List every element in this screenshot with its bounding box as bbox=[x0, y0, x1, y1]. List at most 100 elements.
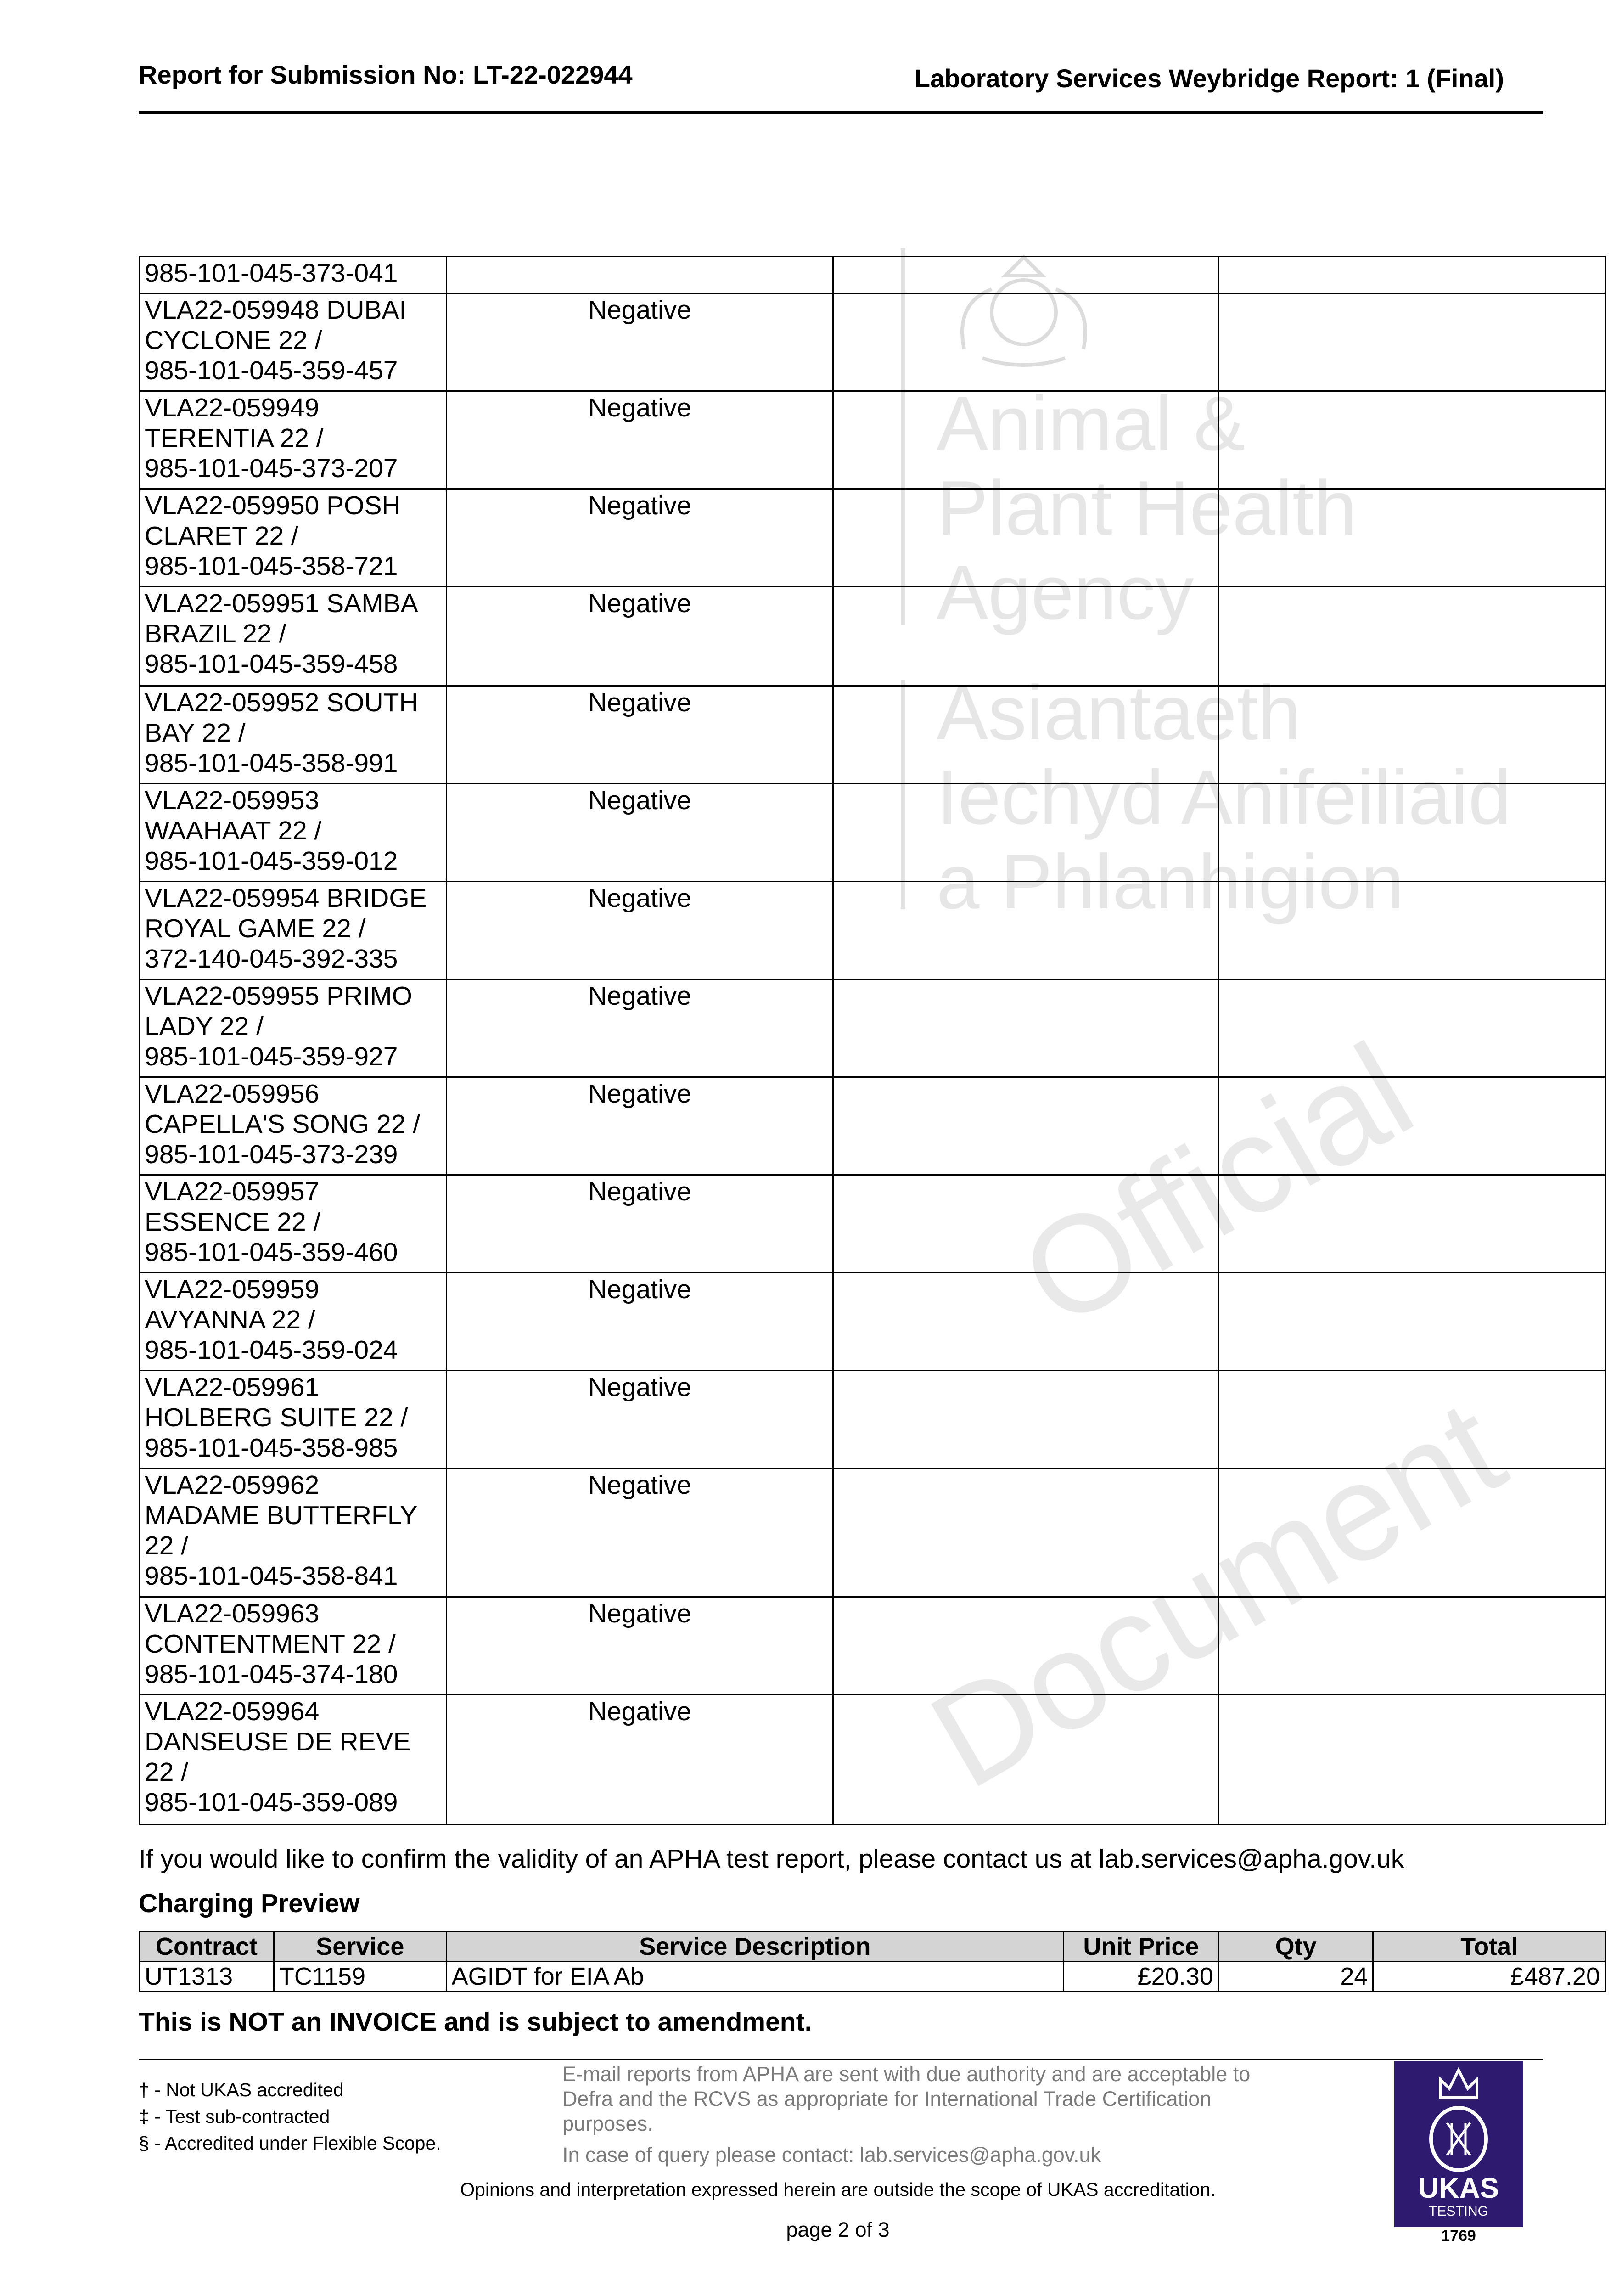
footer-divider bbox=[139, 2059, 1543, 2060]
table-row: VLA22-059957 ESSENCE 22 / 985-101-045-35… bbox=[139, 1174, 1606, 1273]
result-cell: Negative bbox=[445, 1174, 834, 1273]
table-row: VLA22-059952 SOUTH BAY 22 / 985-101-045-… bbox=[139, 685, 1606, 784]
table-row: VLA22-059951 SAMBA BRAZIL 22 / 985-101-0… bbox=[139, 586, 1606, 687]
empty-cell bbox=[1218, 881, 1606, 980]
empty-cell bbox=[1218, 390, 1606, 490]
empty-cell bbox=[1218, 1694, 1606, 1825]
empty-cell bbox=[1218, 1596, 1606, 1695]
email-disclaimer: E-mail reports from APHA are sent with d… bbox=[562, 2062, 1251, 2135]
empty-cell bbox=[1218, 783, 1606, 882]
sample-id-cell: 985-101-045-373-041 bbox=[139, 256, 447, 294]
empty-cell bbox=[832, 256, 1219, 294]
empty-cell bbox=[832, 1174, 1219, 1273]
empty-cell bbox=[832, 1596, 1219, 1695]
empty-cell bbox=[832, 586, 1219, 687]
table-row: VLA22-059964 DANSEUSE DE REVE 22 / 985-1… bbox=[139, 1694, 1606, 1825]
result-cell: Negative bbox=[445, 881, 834, 980]
table-row: VLA22-059959 AVYANNA 22 / 985-101-045-35… bbox=[139, 1272, 1606, 1371]
col-qty: Qty bbox=[1218, 1931, 1374, 1962]
sample-id-cell: VLA22-059957 ESSENCE 22 / 985-101-045-35… bbox=[139, 1174, 447, 1273]
total-cell: £487.20 bbox=[1372, 1961, 1606, 1992]
service-cell: TC1159 bbox=[273, 1961, 447, 1992]
report-title: Laboratory Services Weybridge Report: 1 … bbox=[914, 64, 1504, 93]
result-cell: Negative bbox=[445, 1370, 834, 1469]
empty-cell bbox=[832, 390, 1219, 490]
col-service: Service bbox=[273, 1931, 447, 1962]
sample-id-cell: VLA22-059956 CAPELLA'S SONG 22 / 985-101… bbox=[139, 1076, 447, 1176]
table-row: VLA22-059949 TERENTIA 22 / 985-101-045-3… bbox=[139, 390, 1606, 490]
col-unit-price: Unit Price bbox=[1063, 1931, 1219, 1962]
table-row: VLA22-059961 HOLBERG SUITE 22 / 985-101-… bbox=[139, 1370, 1606, 1469]
empty-cell bbox=[1218, 488, 1606, 587]
sample-id-cell: VLA22-059954 BRIDGE ROYAL GAME 22 / 372-… bbox=[139, 881, 447, 980]
empty-cell bbox=[832, 685, 1219, 784]
table-row: VLA22-059956 CAPELLA'S SONG 22 / 985-101… bbox=[139, 1076, 1606, 1176]
sample-id-cell: VLA22-059953 WAAHAAT 22 / 985-101-045-35… bbox=[139, 783, 447, 882]
empty-cell bbox=[1218, 1076, 1606, 1176]
table-row: VLA22-059963 CONTENTMENT 22 / 985-101-04… bbox=[139, 1596, 1606, 1695]
empty-cell bbox=[832, 1370, 1219, 1469]
empty-cell bbox=[832, 1694, 1219, 1825]
empty-cell bbox=[832, 881, 1219, 980]
empty-cell bbox=[1218, 256, 1606, 294]
sample-id-cell: VLA22-059955 PRIMO LADY 22 / 985-101-045… bbox=[139, 979, 447, 1078]
result-cell: Negative bbox=[445, 293, 834, 392]
empty-cell bbox=[1218, 979, 1606, 1078]
empty-cell bbox=[1218, 685, 1606, 784]
empty-cell bbox=[1218, 1272, 1606, 1371]
ukas-opinions: Opinions and interpretation expressed he… bbox=[460, 2179, 1216, 2200]
sample-id-cell: VLA22-059948 DUBAI CYCLONE 22 / 985-101-… bbox=[139, 293, 447, 392]
table-row: UT1313 TC1159 AGIDT for EIA Ab £20.30 24… bbox=[139, 1961, 1606, 1992]
sample-id-cell: VLA22-059951 SAMBA BRAZIL 22 / 985-101-0… bbox=[139, 586, 447, 687]
table-row: VLA22-059954 BRIDGE ROYAL GAME 22 / 372-… bbox=[139, 881, 1606, 980]
empty-cell bbox=[832, 1272, 1219, 1371]
sample-id-cell: VLA22-059949 TERENTIA 22 / 985-101-045-3… bbox=[139, 390, 447, 490]
table-row: VLA22-059950 POSH CLARET 22 / 985-101-04… bbox=[139, 488, 1606, 587]
result-cell: Negative bbox=[445, 783, 834, 882]
sample-id-cell: VLA22-059952 SOUTH BAY 22 / 985-101-045-… bbox=[139, 685, 447, 784]
confirm-validity-text: If you would like to confirm the validit… bbox=[139, 1844, 1404, 1874]
empty-cell bbox=[832, 1076, 1219, 1176]
note-sub-contracted: ‡ - Test sub-contracted bbox=[139, 2106, 330, 2127]
result-cell: Negative bbox=[445, 1468, 834, 1598]
not-invoice-notice: This is NOT an INVOICE and is subject to… bbox=[139, 2007, 812, 2037]
result-cell bbox=[445, 256, 834, 294]
empty-cell bbox=[832, 783, 1219, 882]
contract-cell: UT1313 bbox=[139, 1961, 275, 1992]
page-number: page 2 of 3 bbox=[786, 2218, 890, 2241]
empty-cell bbox=[1218, 1370, 1606, 1469]
empty-cell bbox=[1218, 293, 1606, 392]
table-row: VLA22-059948 DUBAI CYCLONE 22 / 985-101-… bbox=[139, 293, 1606, 392]
result-cell: Negative bbox=[445, 586, 834, 687]
sample-id-cell: VLA22-059964 DANSEUSE DE REVE 22 / 985-1… bbox=[139, 1694, 447, 1825]
col-service-description: Service Description bbox=[445, 1931, 1065, 1962]
result-cell: Negative bbox=[445, 1596, 834, 1695]
table-row: VLA22-059962 MADAME BUTTERFLY 22 / 985-1… bbox=[139, 1468, 1606, 1598]
empty-cell bbox=[832, 293, 1219, 392]
ukas-name: UKAS bbox=[1418, 2172, 1499, 2204]
result-cell: Negative bbox=[445, 685, 834, 784]
ukas-emblem-icon bbox=[1429, 2106, 1488, 2172]
sample-id-cell: VLA22-059961 HOLBERG SUITE 22 / 985-101-… bbox=[139, 1370, 447, 1469]
table-row: 985-101-045-373-041 bbox=[139, 256, 1606, 294]
ukas-sub: TESTING bbox=[1428, 2204, 1488, 2219]
note-flexible-scope: § - Accredited under Flexible Scope. bbox=[139, 2133, 441, 2154]
ukas-logo: UKAS TESTING bbox=[1394, 2061, 1523, 2227]
empty-cell bbox=[832, 488, 1219, 587]
query-contact: In case of query please contact: lab.ser… bbox=[562, 2143, 1101, 2167]
result-cell: Negative bbox=[445, 488, 834, 587]
empty-cell bbox=[1218, 1174, 1606, 1273]
empty-cell bbox=[1218, 1468, 1606, 1598]
note-not-accredited: † - Not UKAS accredited bbox=[139, 2079, 344, 2100]
empty-cell bbox=[832, 1468, 1219, 1598]
result-cell: Negative bbox=[445, 390, 834, 490]
sample-id-cell: VLA22-059950 POSH CLARET 22 / 985-101-04… bbox=[139, 488, 447, 587]
sample-id-cell: VLA22-059963 CONTENTMENT 22 / 985-101-04… bbox=[139, 1596, 447, 1695]
empty-cell bbox=[1218, 586, 1606, 687]
charging-table: Contract Service Service Description Uni… bbox=[139, 1931, 1606, 1992]
sample-id-cell: VLA22-059959 AVYANNA 22 / 985-101-045-35… bbox=[139, 1272, 447, 1371]
footer-notes: † - Not UKAS accredited ‡ - Test sub-con… bbox=[139, 2077, 441, 2156]
header-divider bbox=[139, 111, 1543, 114]
submission-number: Report for Submission No: LT-22-022944 bbox=[139, 60, 633, 89]
result-cell: Negative bbox=[445, 979, 834, 1078]
